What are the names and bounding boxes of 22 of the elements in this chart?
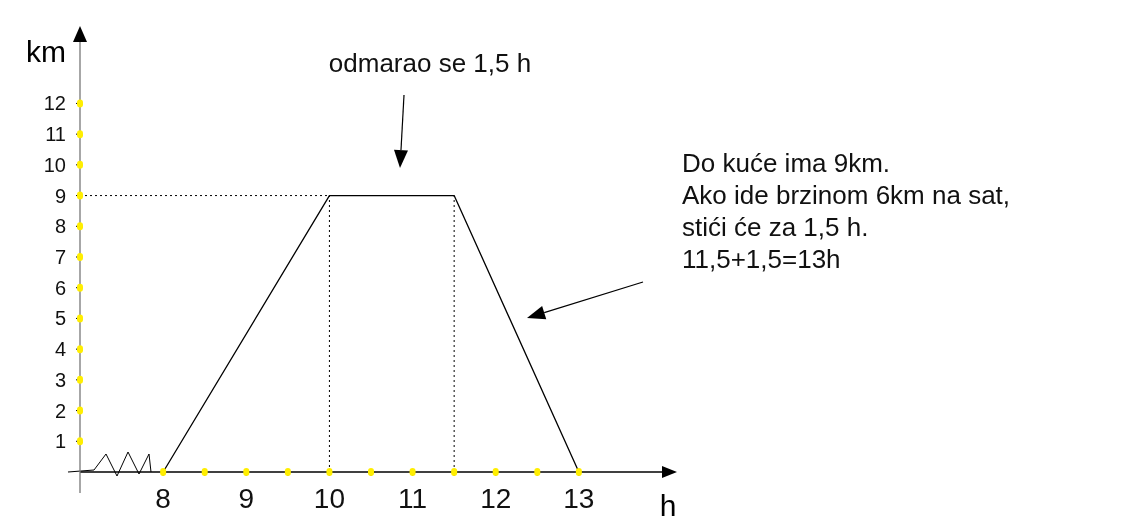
y-tick-label: 7 [54,246,66,268]
y-tick-label: 12 [43,92,66,115]
annotation: odmarao se 1,5 h [328,48,532,78]
x-axis-title: h [659,489,677,516]
x-tick-label: 8 [155,483,171,514]
y-tick-label: 10 [43,153,66,176]
x-tick-label: 9 [238,483,255,514]
y-tick-label: 3 [54,368,66,391]
y-tick-label: 2 [54,399,66,422]
y-tick-label: 5 [54,307,66,330]
x-tick-label: 11 [398,483,428,514]
y-axis-title: km [26,35,66,68]
y-tick-label: 11 [45,123,66,146]
text: Do kuće ima 9km. Ako ide brzinom 6km na sat, stići će za 1,5 h. 11,5+1,5=13h [682,148,1011,274]
y-tick-label: 4 [54,338,66,361]
y-tick-label: 6 [54,276,66,299]
y-tick-label: 8 [54,215,66,238]
x-tick-label: 10 [313,483,346,514]
y-tick-label: 1 [54,430,66,453]
x-tick-label: 13 [563,483,595,514]
x-tick-label: 12 [480,483,512,514]
y-tick-label: 9 [54,184,66,207]
